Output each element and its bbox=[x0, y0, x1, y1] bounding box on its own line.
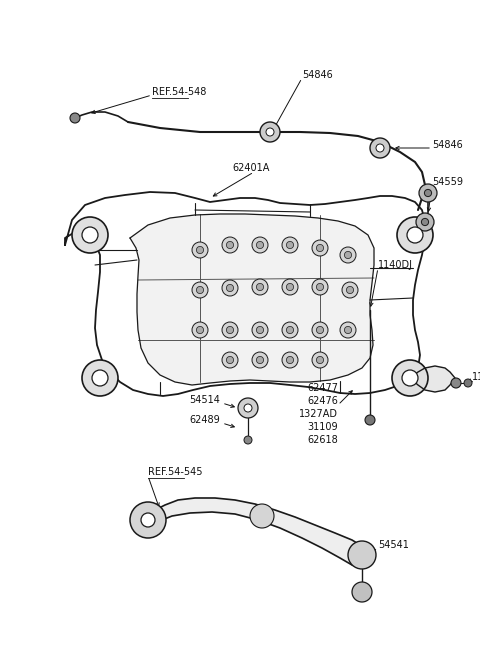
Circle shape bbox=[282, 322, 298, 338]
Circle shape bbox=[82, 227, 98, 243]
Circle shape bbox=[392, 360, 428, 396]
Circle shape bbox=[316, 356, 324, 364]
Circle shape bbox=[316, 326, 324, 333]
Text: 54846: 54846 bbox=[432, 140, 463, 150]
Circle shape bbox=[402, 370, 418, 386]
Circle shape bbox=[238, 398, 258, 418]
Circle shape bbox=[72, 217, 108, 253]
Polygon shape bbox=[143, 498, 372, 568]
Circle shape bbox=[312, 352, 328, 368]
Circle shape bbox=[227, 284, 234, 291]
Circle shape bbox=[222, 352, 238, 368]
Circle shape bbox=[192, 242, 208, 258]
Text: 31109: 31109 bbox=[307, 422, 338, 432]
Circle shape bbox=[227, 356, 234, 364]
Text: REF.54-548: REF.54-548 bbox=[152, 87, 206, 97]
Text: 62477: 62477 bbox=[307, 383, 338, 393]
Circle shape bbox=[397, 217, 433, 253]
Circle shape bbox=[451, 378, 461, 388]
Text: 54541: 54541 bbox=[378, 540, 409, 550]
Circle shape bbox=[352, 582, 372, 602]
Circle shape bbox=[365, 415, 375, 425]
Circle shape bbox=[192, 282, 208, 298]
Circle shape bbox=[256, 356, 264, 364]
Circle shape bbox=[424, 189, 432, 196]
Text: REF.54-545: REF.54-545 bbox=[148, 467, 203, 477]
Circle shape bbox=[376, 144, 384, 152]
Circle shape bbox=[340, 247, 356, 263]
Circle shape bbox=[196, 326, 204, 333]
Circle shape bbox=[416, 213, 434, 231]
Circle shape bbox=[141, 513, 155, 527]
Circle shape bbox=[287, 242, 294, 249]
Circle shape bbox=[92, 370, 108, 386]
Circle shape bbox=[347, 286, 354, 293]
Circle shape bbox=[256, 284, 264, 291]
Circle shape bbox=[316, 244, 324, 252]
Circle shape bbox=[312, 240, 328, 256]
Circle shape bbox=[196, 246, 204, 253]
Circle shape bbox=[287, 284, 294, 291]
Circle shape bbox=[222, 280, 238, 296]
Circle shape bbox=[260, 122, 280, 142]
Circle shape bbox=[244, 436, 252, 444]
Text: 62618: 62618 bbox=[307, 435, 338, 445]
Polygon shape bbox=[130, 214, 374, 385]
Circle shape bbox=[192, 322, 208, 338]
Circle shape bbox=[82, 360, 118, 396]
Circle shape bbox=[70, 113, 80, 123]
Circle shape bbox=[312, 322, 328, 338]
Text: 1327AD: 1327AD bbox=[299, 409, 338, 419]
Circle shape bbox=[312, 279, 328, 295]
Circle shape bbox=[344, 252, 351, 259]
Circle shape bbox=[419, 184, 437, 202]
Circle shape bbox=[287, 356, 294, 364]
Circle shape bbox=[252, 279, 268, 295]
Circle shape bbox=[222, 322, 238, 338]
Circle shape bbox=[252, 352, 268, 368]
Circle shape bbox=[348, 541, 376, 569]
Circle shape bbox=[282, 237, 298, 253]
Circle shape bbox=[130, 502, 166, 538]
Circle shape bbox=[250, 504, 274, 528]
Circle shape bbox=[252, 237, 268, 253]
Circle shape bbox=[196, 286, 204, 293]
Text: 62476: 62476 bbox=[307, 396, 338, 406]
Circle shape bbox=[282, 352, 298, 368]
Circle shape bbox=[282, 279, 298, 295]
Circle shape bbox=[370, 138, 390, 158]
Polygon shape bbox=[65, 192, 425, 396]
Circle shape bbox=[464, 379, 472, 387]
Circle shape bbox=[227, 326, 234, 333]
Text: 54846: 54846 bbox=[302, 70, 333, 80]
Text: 54559: 54559 bbox=[432, 177, 463, 187]
Circle shape bbox=[266, 128, 274, 136]
Text: 62401A: 62401A bbox=[232, 163, 269, 173]
Circle shape bbox=[227, 242, 234, 249]
Circle shape bbox=[340, 322, 356, 338]
Circle shape bbox=[252, 322, 268, 338]
Text: 62489: 62489 bbox=[189, 415, 220, 425]
Circle shape bbox=[344, 326, 351, 333]
Polygon shape bbox=[410, 366, 455, 392]
Circle shape bbox=[316, 284, 324, 291]
Text: 1140DJ: 1140DJ bbox=[378, 260, 413, 270]
Text: 1140HD: 1140HD bbox=[472, 372, 480, 382]
Circle shape bbox=[342, 282, 358, 298]
Circle shape bbox=[287, 326, 294, 333]
Circle shape bbox=[222, 237, 238, 253]
Circle shape bbox=[256, 326, 264, 333]
Text: 54514: 54514 bbox=[189, 395, 220, 405]
Circle shape bbox=[244, 404, 252, 412]
Circle shape bbox=[421, 218, 429, 225]
Circle shape bbox=[407, 227, 423, 243]
Circle shape bbox=[256, 242, 264, 249]
